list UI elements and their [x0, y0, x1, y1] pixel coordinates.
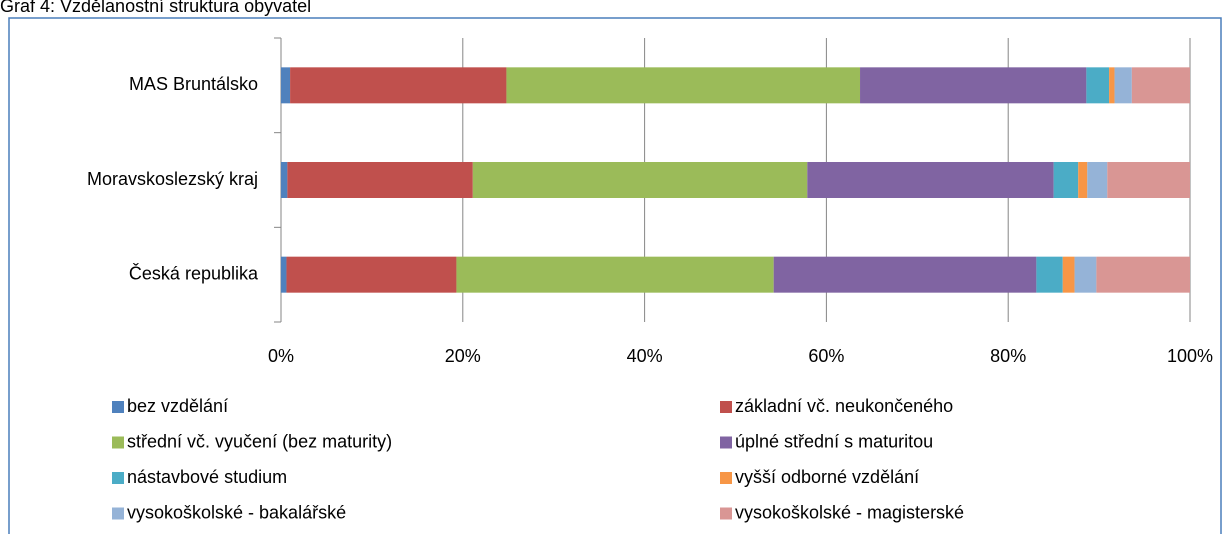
- bar-segment: [286, 256, 457, 293]
- legend-swatch: [720, 472, 732, 484]
- y-tick-label: Česká republika: [129, 262, 259, 283]
- bar-segment: [506, 67, 861, 104]
- bar-segment: [1078, 162, 1088, 198]
- legend-label: nástavbové studium: [127, 467, 287, 487]
- bar-segment: [1096, 256, 1190, 293]
- legend-label: vysokoškolské - bakalářské: [127, 502, 346, 522]
- chart-frame: [8, 17, 1222, 534]
- bar-segment: [1087, 162, 1108, 198]
- bar-segment: [1086, 67, 1110, 104]
- x-tick-label: 60%: [808, 346, 844, 366]
- y-tick-label: Moravskoslezský kraj: [87, 169, 258, 189]
- bar-segment: [290, 67, 507, 104]
- legend-label: základní vč. neukončeného: [735, 396, 953, 416]
- legend-label: střední vč. vyučení (bez maturity): [127, 431, 392, 451]
- bar-segment: [1074, 256, 1097, 293]
- legend-swatch: [720, 507, 732, 520]
- legend-label: bez vzdělání: [127, 396, 228, 416]
- bar-segment: [807, 162, 1054, 198]
- bar-segment: [1036, 256, 1063, 293]
- x-tick-label: 20%: [445, 346, 481, 366]
- bar-segment: [472, 162, 808, 198]
- bar-segment: [456, 256, 774, 293]
- legend-label: vysokoškolské - magisterské: [735, 502, 964, 522]
- legend-swatch: [112, 436, 124, 449]
- bar-segment: [281, 256, 287, 293]
- x-tick-label: 100%: [1167, 346, 1213, 366]
- bar-segment: [1114, 67, 1132, 104]
- legend-swatch: [720, 436, 732, 449]
- legend-label: vyšší odborné vzdělání: [735, 467, 919, 487]
- legend-swatch: [112, 472, 124, 484]
- bar-segment: [1107, 162, 1190, 198]
- bar-segment: [1109, 67, 1115, 104]
- legend-swatch: [112, 507, 124, 520]
- bar-segment: [1053, 162, 1079, 198]
- bar-segment: [287, 162, 473, 198]
- bar-segment: [1062, 256, 1075, 293]
- bar-segment: [1131, 67, 1190, 104]
- legend-swatch: [720, 401, 732, 413]
- bar-segment: [860, 67, 1087, 104]
- bar-segment: [281, 67, 291, 104]
- legend-label: úplné střední s maturitou: [735, 431, 933, 451]
- bar-segment: [281, 162, 288, 198]
- x-tick-label: 0%: [268, 346, 294, 366]
- y-tick-label: MAS Bruntálsko: [129, 74, 258, 94]
- legend-swatch: [112, 401, 124, 413]
- bar-segment: [773, 256, 1037, 293]
- chart-title: Graf 4: Vzdělanostní struktura obyvatel: [0, 0, 311, 16]
- x-tick-label: 80%: [990, 346, 1026, 366]
- x-tick-label: 40%: [627, 346, 663, 366]
